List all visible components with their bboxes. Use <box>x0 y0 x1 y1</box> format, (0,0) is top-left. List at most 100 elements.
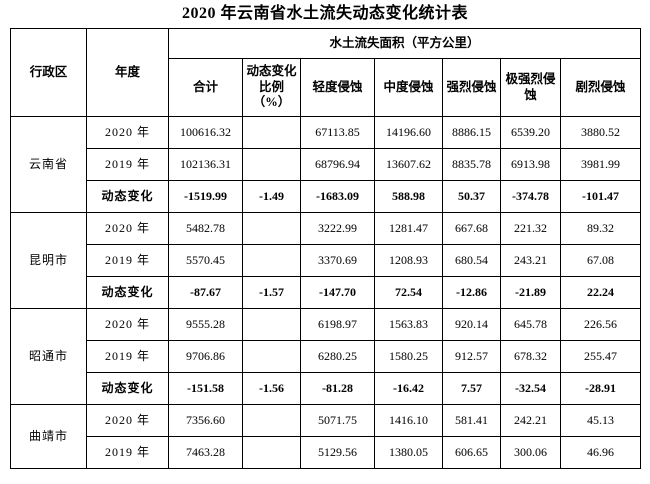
value-cell <box>242 212 301 245</box>
value-cell: 6539.20 <box>500 116 561 149</box>
table-row: 2019 年 9706.86 6280.25 1580.25 912.57 678.32 2… <box>11 340 641 373</box>
value-cell: 1208.93 <box>374 244 443 277</box>
value-cell: 72.54 <box>374 276 443 309</box>
value-cell <box>242 340 301 373</box>
table-row: 昆明市 2020 年 5482.78 3222.99 1281.47 667.68 221.… <box>10 212 641 309</box>
value-cell: 45.13 <box>560 404 641 437</box>
header-row-group: 行政区 年度 水土流失面积（平方公里） <box>10 28 641 117</box>
value-cell: -1.49 <box>242 180 301 213</box>
value-cell: 46.96 <box>560 436 641 469</box>
value-cell: -374.78 <box>500 180 561 213</box>
value-cell: 680.54 <box>442 244 501 277</box>
value-cell: 226.56 <box>560 308 641 341</box>
col-header-light-erosion: 轻度侵蚀 <box>300 58 375 117</box>
value-cell <box>242 436 301 469</box>
year-cell: 2019 年 <box>86 148 169 181</box>
col-header-intense-erosion: 强烈侵蚀 <box>442 58 501 117</box>
value-cell: -1.57 <box>242 276 301 309</box>
value-cell: 1281.47 <box>374 212 443 245</box>
col-header-total: 合计 <box>168 58 243 117</box>
region-cell: 昭通市 <box>10 308 87 405</box>
value-cell: -151.58 <box>168 372 243 405</box>
value-cell <box>242 404 301 437</box>
value-cell: -32.54 <box>500 372 561 405</box>
value-cell: 14196.60 <box>374 116 443 149</box>
table-row: 曲靖市 2020 年 7356.60 5071.75 1416.10 581.41 242.… <box>10 404 641 469</box>
col-header-moderate-erosion: 中度侵蚀 <box>374 58 443 117</box>
value-cell: -12.86 <box>442 276 501 309</box>
value-cell: 667.68 <box>442 212 501 245</box>
value-cell: 581.41 <box>442 404 501 437</box>
value-cell: 5071.75 <box>300 404 375 437</box>
value-cell: 606.65 <box>442 436 501 469</box>
value-cell: 67113.85 <box>300 116 375 149</box>
value-cell: -147.70 <box>300 276 375 309</box>
year-cell: 动态变化 <box>86 276 169 309</box>
table-body: 云南省 2020 年 100616.32 67113.85 14196.60 8886.1… <box>10 116 641 469</box>
value-cell: 300.06 <box>500 436 561 469</box>
table-row: 云南省 2020 年 100616.32 67113.85 14196.60 8886.1… <box>10 116 641 213</box>
value-cell: 678.32 <box>500 340 561 373</box>
region-cell: 云南省 <box>10 116 87 213</box>
year-cell: 2019 年 <box>86 244 169 277</box>
year-cell: 2020 年 <box>86 308 169 341</box>
year-cell: 2020 年 <box>86 116 169 149</box>
value-cell: -28.91 <box>560 372 641 405</box>
value-cell: 3880.52 <box>560 116 641 149</box>
value-cell: 588.98 <box>374 180 443 213</box>
table-row: 动态变化 -151.58 -1.56 -81.28 -16.42 7.57 -32.54 -2… <box>11 372 641 405</box>
year-cell: 动态变化 <box>86 372 169 405</box>
col-header-extreme-erosion: 极强烈侵蚀 <box>500 58 561 117</box>
value-cell <box>242 308 301 341</box>
year-cell: 动态变化 <box>86 180 169 213</box>
value-cell: -87.67 <box>168 276 243 309</box>
table-row: 2019 年 5570.45 3370.69 1208.93 680.54 243.21 6… <box>11 244 641 277</box>
value-cell <box>242 244 301 277</box>
value-cell: 912.57 <box>442 340 501 373</box>
value-cell: 13607.62 <box>374 148 443 181</box>
value-cell: -1683.09 <box>300 180 375 213</box>
value-cell: 50.37 <box>442 180 501 213</box>
value-cell: 5129.56 <box>300 436 375 469</box>
value-cell: 9706.86 <box>168 340 243 373</box>
value-cell: 8835.78 <box>442 148 501 181</box>
table-row: 昭通市 2020 年 9555.28 6198.97 1563.83 920.14 645.… <box>10 308 641 405</box>
table-row: 2019 年 7463.28 5129.56 1380.05 606.65 300.06 4… <box>11 436 641 469</box>
value-cell: 6198.97 <box>300 308 375 341</box>
year-cell: 2020 年 <box>86 404 169 437</box>
col-header-change-ratio: 动态变化比例（%） <box>242 58 301 117</box>
value-cell: 3370.69 <box>300 244 375 277</box>
value-cell: 242.21 <box>500 404 561 437</box>
value-cell: 1580.25 <box>374 340 443 373</box>
value-cell: 7356.60 <box>168 404 243 437</box>
table-row: 2019 年 102136.31 68796.94 13607.62 8835.78 69… <box>11 148 641 181</box>
value-cell: -16.42 <box>374 372 443 405</box>
value-cell: 6913.98 <box>500 148 561 181</box>
year-cell: 2019 年 <box>86 340 169 373</box>
value-cell: 3222.99 <box>300 212 375 245</box>
col-header-area-group: 水土流失面积（平方公里） <box>168 28 641 59</box>
value-cell <box>242 116 301 149</box>
col-header-year: 年度 <box>86 28 169 117</box>
value-cell: -21.89 <box>500 276 561 309</box>
value-cell: 5482.78 <box>168 212 243 245</box>
value-cell: 243.21 <box>500 244 561 277</box>
col-header-region: 行政区 <box>10 28 87 117</box>
region-cell: 曲靖市 <box>10 404 87 469</box>
value-cell: 68796.94 <box>300 148 375 181</box>
region-cell: 昆明市 <box>10 212 87 309</box>
year-cell: 2019 年 <box>86 436 169 469</box>
header-row-sub: 合计 动态变化比例（%） 轻度侵蚀 中度侵蚀 强烈侵蚀 极强烈侵蚀 剧烈侵蚀 <box>11 58 641 117</box>
table-row: 动态变化 -1519.99 -1.49 -1683.09 588.98 50.37 -374… <box>11 180 641 213</box>
page-title: 2020 年云南省水土流失动态变化统计表 <box>181 5 468 22</box>
value-cell: 67.08 <box>560 244 641 277</box>
value-cell: 7.57 <box>442 372 501 405</box>
value-cell: -1.56 <box>242 372 301 405</box>
year-cell: 2020 年 <box>86 212 169 245</box>
value-cell: 3981.99 <box>560 148 641 181</box>
soil-erosion-table: 行政区 年度 水土流失面积（平方公里） 合计 动态变化比例（%） 轻度侵蚀 中度… <box>10 28 641 469</box>
value-cell: 100616.32 <box>168 116 243 149</box>
value-cell: 102136.31 <box>168 148 243 181</box>
value-cell: 645.78 <box>500 308 561 341</box>
